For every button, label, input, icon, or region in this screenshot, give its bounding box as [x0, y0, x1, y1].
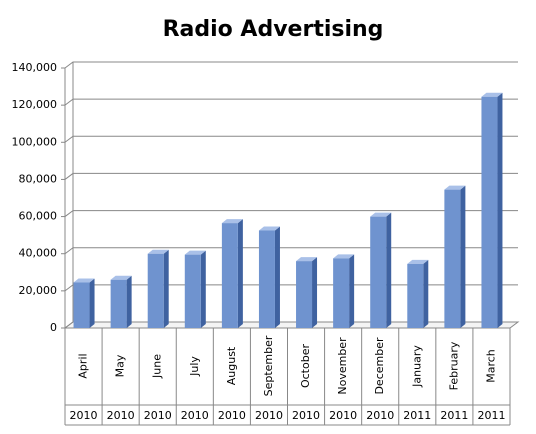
x-tick-label: November — [336, 337, 349, 395]
bar — [296, 257, 318, 328]
bar — [258, 226, 280, 328]
chart-title: Radio Advertising — [163, 17, 384, 42]
bar — [444, 185, 466, 328]
year-label: 2010 — [366, 409, 394, 422]
y-tick-label: 140,000 — [12, 61, 58, 74]
year-label: 2010 — [292, 409, 320, 422]
year-label: 2010 — [255, 409, 283, 422]
x-tick-label: September — [262, 335, 275, 396]
y-tick-label: 40,000 — [19, 247, 58, 260]
bar — [221, 219, 243, 328]
y-tick-label: 100,000 — [12, 135, 58, 148]
y-tick-label: 20,000 — [19, 284, 58, 297]
x-tick-label: July — [188, 356, 201, 377]
x-tick-label: January — [410, 345, 423, 388]
year-label: 2011 — [477, 409, 505, 422]
year-label: 2011 — [440, 409, 468, 422]
grid-line — [64, 172, 518, 180]
grid-line — [64, 210, 518, 217]
y-tick-label: 80,000 — [19, 172, 58, 185]
bar — [147, 249, 169, 328]
grid-line — [64, 247, 518, 255]
x-tick-label: March — [484, 349, 497, 383]
x-tick-label: April — [77, 353, 90, 378]
year-label: 2010 — [329, 409, 357, 422]
grid-line — [64, 321, 518, 329]
year-label: 2010 — [181, 409, 209, 422]
grid-line — [64, 135, 518, 143]
year-label: 2010 — [144, 409, 172, 422]
bar — [184, 250, 206, 328]
year-label: 2010 — [107, 409, 135, 422]
x-tick-label: June — [151, 354, 164, 379]
x-tick-label: December — [373, 337, 386, 395]
grid-line — [64, 284, 518, 292]
x-tick-label: October — [299, 344, 312, 388]
year-label: 2010 — [70, 409, 98, 422]
bar — [333, 254, 355, 328]
bar — [407, 259, 429, 328]
bar — [110, 275, 132, 328]
grid-line — [64, 98, 518, 106]
bar — [370, 212, 392, 328]
x-tick-label: February — [447, 341, 460, 390]
y-tick-label: 60,000 — [19, 210, 58, 223]
year-label: 2010 — [218, 409, 246, 422]
bar — [73, 278, 95, 328]
x-tick-label: August — [225, 346, 238, 385]
year-label: 2011 — [403, 409, 431, 422]
grid-line — [64, 61, 518, 69]
x-tick-label: May — [114, 354, 127, 377]
y-tick-label: 120,000 — [12, 98, 58, 111]
y-tick-label: 0 — [50, 321, 57, 334]
bar — [481, 92, 503, 329]
